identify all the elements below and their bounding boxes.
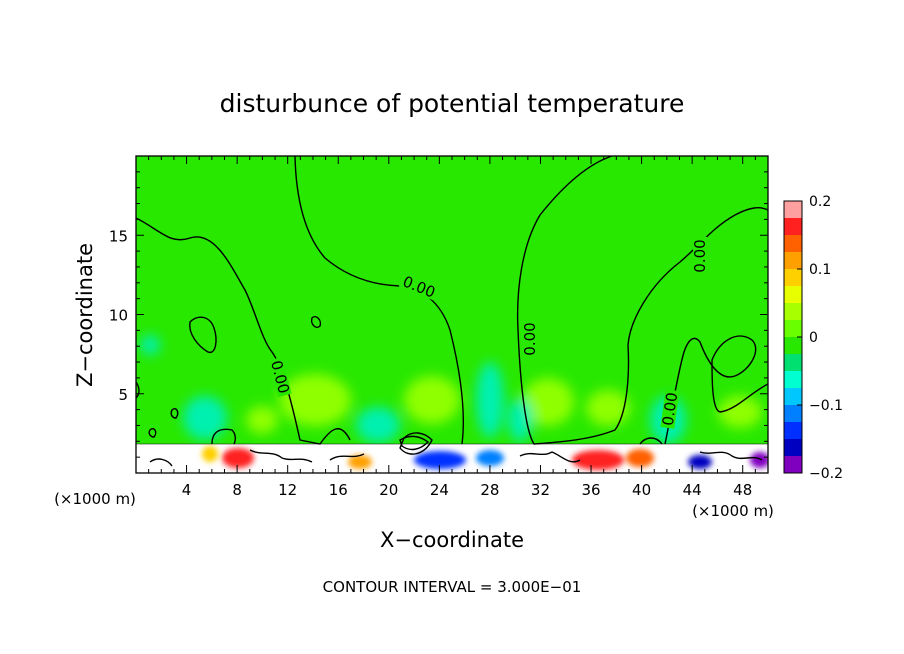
colorbar-swatch <box>784 388 802 406</box>
y-axis: 5 10 15 <box>109 171 768 458</box>
field-patch <box>718 396 762 428</box>
field-patch <box>140 335 160 355</box>
colorbar-swatch <box>784 371 802 389</box>
field-patch <box>508 398 532 442</box>
contour-label: 0.00 <box>521 322 539 355</box>
field-patch <box>279 374 351 426</box>
colorbar-swatch <box>784 456 802 474</box>
contour-line <box>249 449 313 463</box>
y-tick-label: 15 <box>109 227 128 245</box>
colorbar-tick-label: −0.2 <box>809 466 843 482</box>
x-tick-label: 16 <box>329 481 348 499</box>
x-unit-label-left: (×1000 m) <box>54 490 136 508</box>
contour-line <box>211 428 237 445</box>
contour-line <box>699 451 763 461</box>
x-tick-label: 12 <box>278 481 297 499</box>
contour-line <box>664 335 768 445</box>
field-patch <box>586 390 630 426</box>
x-tick-label: 44 <box>683 481 702 499</box>
colorbar-tick-label: 0.1 <box>809 262 831 278</box>
surface-patch <box>202 446 218 462</box>
x-tick-label: 4 <box>182 481 192 499</box>
field-patch <box>183 396 227 440</box>
contour-line <box>399 435 430 451</box>
contour-line <box>310 316 322 328</box>
contour-line <box>639 437 663 445</box>
x-axis: 4 8 12 16 20 24 28 32 36 40 44 48 <box>148 156 756 499</box>
colorbar-swatch <box>784 286 802 304</box>
surface-patch <box>626 449 654 467</box>
surface-patch <box>688 455 712 469</box>
contour-lines <box>136 156 768 467</box>
field-patch <box>404 376 460 424</box>
colorbar: 0.2 0.1 0 −0.1 −0.2 <box>783 194 843 482</box>
colorbar-swatch <box>784 405 802 423</box>
colorbar-tick-label: 0 <box>809 330 818 346</box>
colorbar-tick-label: 0.2 <box>809 194 831 210</box>
x-tick-label: 24 <box>430 481 449 499</box>
colorbar-swatch <box>784 269 802 287</box>
surface-patch <box>414 451 466 469</box>
contour-line <box>329 453 365 461</box>
surface-patch <box>750 452 768 468</box>
x-tick-label: 32 <box>531 481 550 499</box>
y-axis-label: Z−coordinate <box>73 243 97 387</box>
colorbar-tick-label: −0.1 <box>809 398 843 414</box>
field-patch <box>356 407 400 443</box>
colorbar-swatch <box>784 252 802 270</box>
colorbar-swatch <box>784 337 802 355</box>
contour-line <box>170 408 179 419</box>
x-tick-label: 28 <box>480 481 499 499</box>
contour-line <box>399 432 433 455</box>
contour-line <box>149 458 173 467</box>
colorbar-swatch <box>784 235 802 253</box>
contour-line <box>519 451 581 463</box>
contour-label-group: 0.00 0.00 0.00 0.00 0.00 <box>267 237 709 429</box>
x-axis-label: X−coordinate <box>380 528 524 552</box>
field-patch <box>522 378 574 426</box>
contour-line <box>148 428 157 438</box>
colorbar-swatch <box>784 439 802 457</box>
surface-patch <box>572 450 624 470</box>
field-patch <box>246 406 278 434</box>
colorbar-swatch <box>784 218 802 236</box>
surface-patch <box>348 455 372 469</box>
colorbar-swatch <box>784 201 802 219</box>
colorbar-swatch <box>784 422 802 440</box>
x-tick-label: 40 <box>632 481 651 499</box>
surface-patch <box>476 450 504 466</box>
colorbar-swatch <box>784 354 802 372</box>
y-tick-label: 5 <box>118 386 128 404</box>
colorbar-swatch <box>784 303 802 321</box>
y-tick-label: 10 <box>109 307 128 325</box>
x-tick-label: 36 <box>581 481 600 499</box>
contour-interval-note: CONTOUR INTERVAL = 3.000E−01 <box>323 578 582 596</box>
contour-line <box>189 316 217 354</box>
colorbar-swatch <box>784 320 802 338</box>
x-tick-label: 8 <box>232 481 242 499</box>
x-tick-label: 20 <box>379 481 398 499</box>
chart-title: disturbunce of potential temperature <box>220 89 685 118</box>
field-layer: 0.00 0.00 0.00 0.00 0.00 <box>136 156 768 473</box>
surface-patch <box>222 448 254 468</box>
x-unit-label-right: (×1000 m) <box>692 502 774 520</box>
contour-line <box>136 381 140 399</box>
contour-label: 0.00 <box>659 391 681 427</box>
field-patch <box>476 362 504 438</box>
contour-label: 0.00 <box>691 239 709 272</box>
x-tick-label: 48 <box>733 481 752 499</box>
